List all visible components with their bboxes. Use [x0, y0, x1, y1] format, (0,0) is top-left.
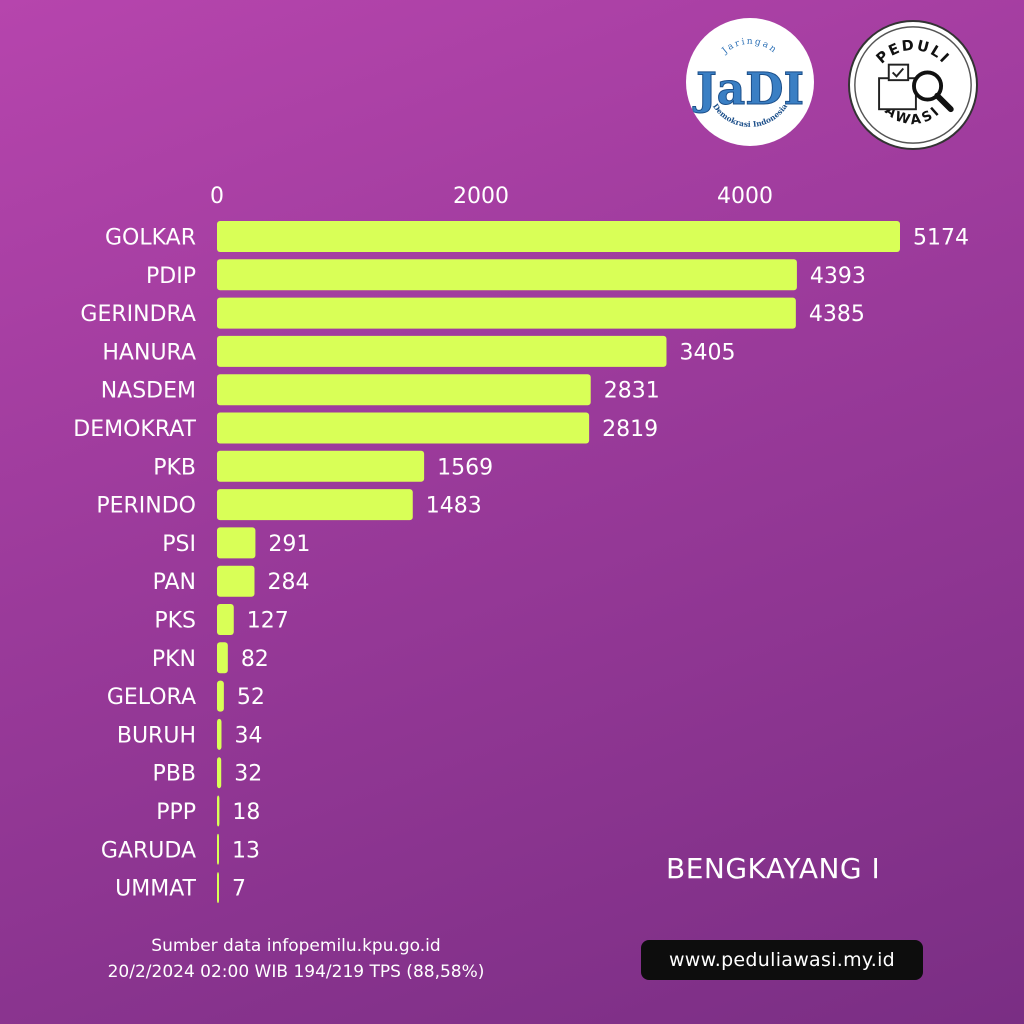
source-text: Sumber data infopemilu.kpu.go.id — [151, 936, 441, 956]
bar — [217, 374, 591, 406]
bar — [217, 335, 667, 367]
bar — [217, 757, 222, 789]
category-label: DEMOKRAT — [73, 417, 196, 442]
category-label: GARUDA — [101, 838, 196, 863]
category-label: GELORA — [107, 685, 196, 710]
category-label: PKS — [154, 609, 196, 634]
x-tick-label: 2000 — [453, 184, 509, 209]
bar — [217, 872, 219, 904]
value-label: 18 — [232, 800, 260, 825]
category-label: PPP — [156, 800, 196, 825]
bar — [217, 833, 219, 865]
bar — [217, 680, 224, 712]
jadi-logo-text: JaDI — [692, 64, 804, 115]
category-label: GERINDRA — [80, 302, 196, 327]
category-label: UMMAT — [115, 877, 196, 902]
category-label: PDIP — [146, 264, 196, 289]
value-label: 291 — [268, 532, 310, 557]
ballot-box-icon — [878, 63, 917, 111]
category-label: PBB — [153, 762, 196, 787]
bar — [217, 527, 256, 559]
svg-text:Jaringan: Jaringan — [720, 37, 780, 57]
source-timestamp: 20/2/2024 02:00 WIB 194/219 TPS (88,58%) — [107, 962, 485, 982]
value-label: 2831 — [604, 379, 660, 404]
value-label: 5174 — [913, 226, 969, 251]
category-label: BURUH — [117, 723, 196, 748]
value-label: 2819 — [602, 417, 658, 442]
bar — [217, 221, 900, 252]
category-label: HANURA — [102, 340, 196, 365]
bar — [217, 795, 220, 827]
category-label: PKN — [152, 647, 196, 672]
category-label: PKB — [153, 455, 196, 480]
value-label: 1483 — [426, 494, 482, 519]
value-label: 82 — [241, 647, 269, 672]
bar — [217, 718, 222, 750]
value-label: 3405 — [679, 340, 735, 365]
value-label: 52 — [237, 685, 265, 710]
x-tick-label: 4000 — [717, 184, 773, 209]
value-label: 34 — [234, 723, 262, 748]
bar — [217, 412, 590, 444]
website-url: www.peduliawasi.my.id — [668, 949, 896, 971]
peduli-top-text: PEDULI — [874, 38, 951, 68]
value-label: 7 — [232, 877, 246, 902]
category-label: PAN — [153, 570, 196, 595]
value-label: 4385 — [809, 302, 865, 327]
category-label: NASDEM — [101, 379, 196, 404]
value-label: 1569 — [437, 455, 493, 480]
bar — [217, 489, 413, 521]
peduli-awasi-logo: PEDULI AWASI — [848, 20, 978, 150]
svg-text:PEDULI: PEDULI — [874, 38, 953, 68]
category-label: PERINDO — [96, 494, 196, 519]
website-badge[interactable]: www.peduliawasi.my.id — [641, 940, 923, 980]
value-label: 4393 — [810, 264, 866, 289]
bar — [217, 604, 234, 635]
bar — [217, 259, 797, 291]
value-label: 127 — [247, 609, 289, 634]
jadi-top-arc-text: Jaringan — [720, 37, 778, 57]
magnifier-icon — [912, 70, 954, 113]
bar — [217, 297, 796, 329]
bar — [217, 642, 228, 674]
category-label: PSI — [162, 532, 196, 557]
category-label: GOLKAR — [105, 226, 196, 251]
bar — [217, 450, 425, 482]
value-label: 32 — [234, 762, 262, 787]
value-label: 284 — [267, 570, 309, 595]
value-label: 13 — [232, 838, 260, 863]
jadi-logo: Jaringan JaDI Demokrasi Indonesia — [686, 18, 814, 146]
region-label: BENGKAYANG I — [666, 852, 881, 885]
x-tick-label: 0 — [210, 184, 224, 209]
bar — [217, 565, 255, 597]
